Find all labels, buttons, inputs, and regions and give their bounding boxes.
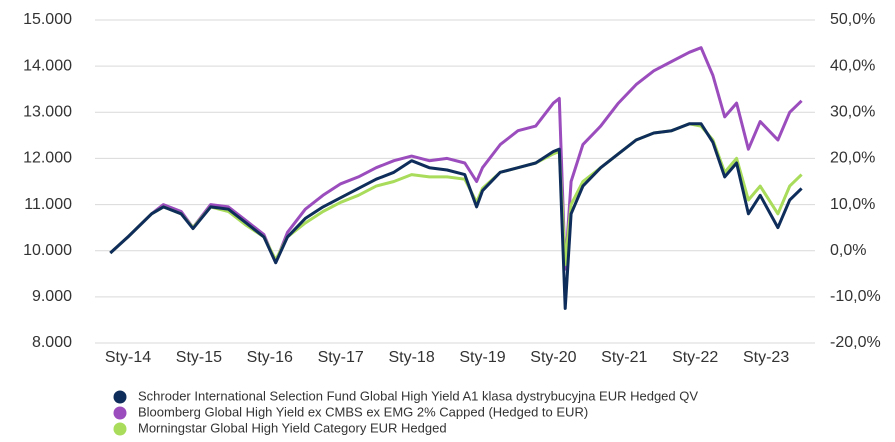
y-tick-label: 14.000: [23, 57, 72, 74]
y2-tick-label: -20,0%: [830, 334, 881, 351]
y-tick-label: 9.000: [32, 288, 72, 305]
y-tick-label: 13.000: [23, 104, 72, 121]
x-tick-label: Sty-23: [743, 349, 789, 366]
y-tick-label: 11.000: [24, 196, 72, 213]
y-tick-label: 10.000: [23, 242, 72, 259]
x-tick-label: Sty-16: [247, 349, 293, 366]
legend-marker: [113, 406, 127, 420]
x-tick-label: Sty-20: [530, 349, 576, 366]
line-series: [109, 122, 803, 267]
x-tick-label: Sty-21: [601, 349, 647, 366]
x-tick-label: Sty-18: [388, 349, 434, 366]
legend-label: Schroder International Selection Fund Gl…: [138, 388, 698, 403]
y2-tick-label: 50,0%: [830, 11, 875, 28]
y2-tick-label: -10,0%: [830, 288, 881, 305]
legend-label: Morningstar Global High Yield Category E…: [138, 420, 447, 435]
y2-tick-label: 10,0%: [830, 196, 875, 213]
x-tick-label: Sty-14: [105, 349, 151, 366]
y2-tick-label: 0,0%: [830, 242, 866, 259]
legend-marker: [113, 422, 127, 436]
x-tick-label: Sty-15: [176, 349, 222, 366]
y-tick-label: 8.000: [32, 334, 72, 351]
line-series: [109, 122, 803, 310]
y2-tick-label: 30,0%: [830, 104, 875, 121]
x-tick-label: Sty-17: [318, 349, 364, 366]
y-tick-label: 15.000: [23, 11, 72, 28]
legend-marker: [113, 390, 127, 404]
legend-label: Bloomberg Global High Yield ex CMBS ex E…: [138, 404, 588, 419]
x-tick-label: Sty-19: [459, 349, 505, 366]
x-tick-label: Sty-22: [672, 349, 718, 366]
y-tick-label: 12.000: [23, 150, 72, 167]
line-series: [109, 46, 803, 271]
y2-tick-label: 20,0%: [830, 150, 875, 167]
y2-tick-label: 40,0%: [830, 57, 875, 74]
